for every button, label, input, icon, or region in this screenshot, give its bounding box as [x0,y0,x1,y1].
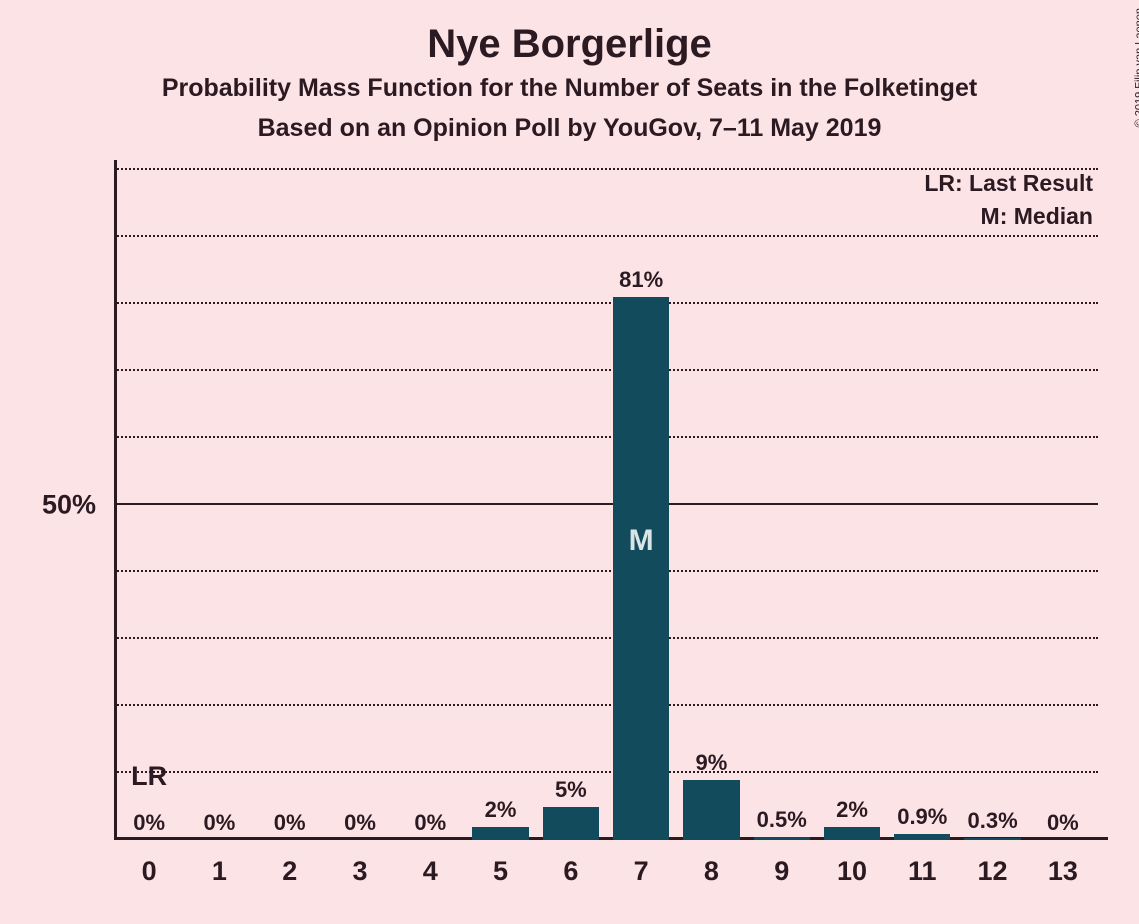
chart-subtitle-2: Based on an Opinion Poll by YouGov, 7–11… [0,114,1139,143]
bar-value-label: 2% [836,797,868,827]
legend: LR: Last Result M: Median [924,170,1093,230]
legend-line: LR: Last Result [924,170,1093,197]
x-tick-label: 10 [837,840,867,887]
x-tick-label: 11 [908,840,937,887]
chart-subtitle-1: Probability Mass Function for the Number… [0,74,1139,103]
x-tick-label: 3 [352,840,367,887]
bar [543,807,599,841]
bar-value-label: 5% [555,777,587,807]
last-result-marker: LR [131,761,167,792]
bar-value-label: 0% [414,810,446,840]
bar-slot: 0%2 [255,170,325,840]
bar-slot: 81%M7 [606,170,676,840]
bar-slot: 0%13 [1028,170,1098,840]
x-tick-label: 4 [423,840,438,887]
bar-value-label: 0.3% [967,808,1017,838]
bar [472,827,528,840]
plot-area: 50% 0%LR00%10%20%30%42%55%681%M79%80.5%9… [114,170,1098,840]
bar [613,297,669,840]
legend-line: M: Median [924,203,1093,230]
bar-value-label: 0.9% [897,804,947,834]
bar-slot: 2%10 [817,170,887,840]
bar-value-label: 0% [344,810,376,840]
bar-value-label: 2% [485,797,517,827]
bar-slot: 0.3%12 [957,170,1027,840]
title-text: Nye Borgerlige [0,22,1139,67]
x-tick-label: 9 [774,840,789,887]
subtitle2-text: Based on an Opinion Poll by YouGov, 7–11… [0,114,1139,143]
bar-value-label: 0% [274,810,306,840]
x-tick-label: 12 [978,840,1008,887]
copyright-text: © 2019 Filip van Laenen [1133,8,1139,127]
bar [824,827,880,840]
bar-slot: 0%4 [395,170,465,840]
bar-value-label: 0% [1047,810,1079,840]
bar-slot: 0.5%9 [747,170,817,840]
x-tick-label: 13 [1048,840,1078,887]
bar-slot: 5%6 [536,170,606,840]
chart-title: Nye Borgerlige [0,22,1139,67]
bar [683,780,739,840]
bar-value-label: 9% [696,750,728,780]
bar-value-label: 81% [619,267,663,297]
bar-value-label: 0% [204,810,236,840]
x-tick-label: 2 [282,840,297,887]
bar-slot: 2%5 [465,170,535,840]
x-tick-label: 6 [563,840,578,887]
bar-value-label: 0% [133,810,165,840]
x-tick-label: 7 [634,840,649,887]
bars-container: 0%LR00%10%20%30%42%55%681%M79%80.5%92%10… [114,170,1098,840]
x-tick-label: 5 [493,840,508,887]
bar-slot: 0%1 [184,170,254,840]
x-tick-label: 1 [212,840,227,887]
median-marker: M [629,524,654,558]
bar-slot: 9%8 [676,170,746,840]
bar-value-label: 0.5% [757,807,807,837]
bar-slot: 0%3 [325,170,395,840]
x-tick-label: 0 [142,840,157,887]
bar-slot: 0%LR0 [114,170,184,840]
subtitle1-text: Probability Mass Function for the Number… [0,74,1139,103]
bar-slot: 0.9%11 [887,170,957,840]
y-tick-50: 50% [42,490,114,521]
x-tick-label: 8 [704,840,719,887]
